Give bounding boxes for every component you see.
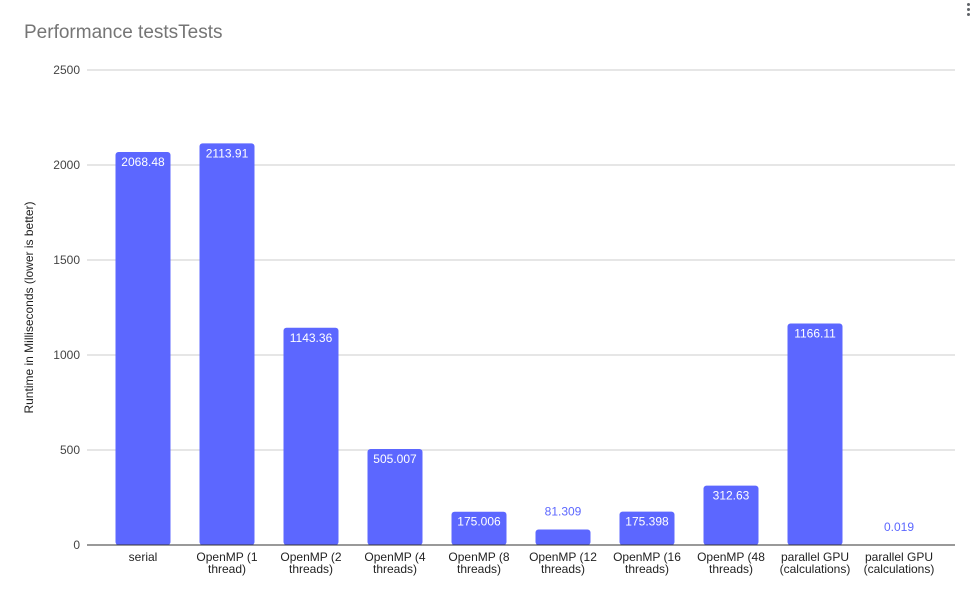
bar-4 <box>451 511 507 545</box>
x-tick-label-2-1: threads) <box>289 562 333 576</box>
y-tick-label-3: 1500 <box>53 253 80 267</box>
x-tick-label-9-1: (calculations) <box>864 562 935 576</box>
x-tick-label-1-1: thread) <box>208 562 246 576</box>
x-tick-label-9-0: parallel GPU <box>865 550 933 564</box>
y-tick-label-0: 0 <box>73 538 80 552</box>
bar-3 <box>367 449 423 545</box>
data-label-8: 1166.11 <box>794 326 836 340</box>
x-tick-label-3-1: threads) <box>373 562 417 576</box>
bar-1 <box>199 143 255 545</box>
data-label-2: 1143.36 <box>290 331 333 345</box>
x-tick-label-8-0: parallel GPU <box>781 550 849 564</box>
y-tick-label-2: 1000 <box>53 348 80 362</box>
x-tick-label-5-1: threads) <box>541 562 585 576</box>
x-tick-label-5-0: OpenMP (12 <box>529 550 597 564</box>
data-label-4: 175.006 <box>457 515 501 529</box>
x-tick-label-2-0: OpenMP (2 <box>280 550 341 564</box>
bar-2 <box>283 327 339 545</box>
data-label-0: 2068.48 <box>121 155 165 169</box>
x-tick-label-4-1: threads) <box>457 562 501 576</box>
data-label-7: 312.63 <box>713 489 750 503</box>
more-options-icon[interactable] <box>966 3 972 19</box>
x-tick-label-7-1: threads) <box>709 562 753 576</box>
x-tick-label-6-0: OpenMP (16 <box>613 550 681 564</box>
x-tick-label-0-0: serial <box>129 550 158 564</box>
bar-6 <box>619 511 675 545</box>
x-tick-label-8-1: (calculations) <box>780 562 851 576</box>
y-tick-label-1: 500 <box>60 443 80 457</box>
bar-7 <box>703 485 759 545</box>
data-label-5: 81.309 <box>545 505 582 519</box>
chart-title: Performance testsTests <box>24 22 223 43</box>
y-tick-label-4: 2000 <box>53 158 80 172</box>
data-label-6: 175.398 <box>625 515 669 529</box>
bar-0 <box>115 151 171 545</box>
y-tick-label-5: 2500 <box>53 63 80 77</box>
x-tick-label-6-1: threads) <box>625 562 669 576</box>
data-label-3: 505.007 <box>373 452 417 466</box>
data-label-1: 2113.91 <box>206 146 249 160</box>
x-tick-label-1-0: OpenMP (1 <box>196 550 257 564</box>
bar-5 <box>535 529 591 545</box>
x-tick-label-7-0: OpenMP (48 <box>697 550 765 564</box>
y-axis-label: Runtime in Milliseconds (lower is better… <box>22 201 36 413</box>
data-label-9: 0.019 <box>884 520 914 534</box>
x-tick-label-3-0: OpenMP (4 <box>364 550 425 564</box>
bar-8 <box>787 323 843 545</box>
x-tick-label-4-0: OpenMP (8 <box>448 550 509 564</box>
